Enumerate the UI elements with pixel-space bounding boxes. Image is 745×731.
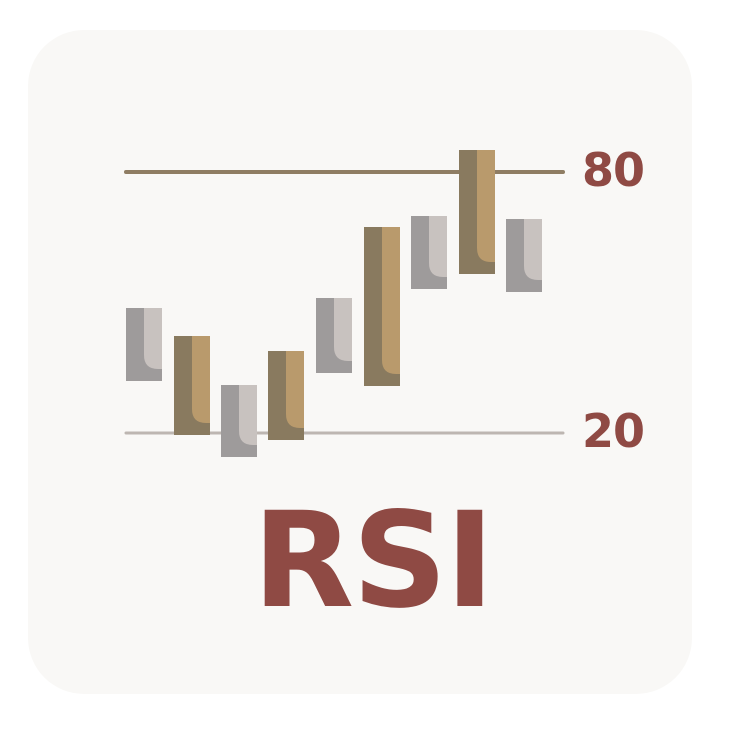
- bullish-candle: [364, 227, 400, 386]
- bearish-candle: [411, 216, 447, 289]
- candle-highlight: [524, 219, 542, 280]
- candle-highlight: [382, 227, 400, 374]
- overbought-level-label: 80: [582, 143, 645, 197]
- bullish-candle: [174, 336, 210, 435]
- bearish-candle: [221, 385, 257, 457]
- candle-highlight: [239, 385, 257, 445]
- bearish-candle: [506, 219, 542, 292]
- bullish-candle: [268, 351, 304, 440]
- candle-highlight: [429, 216, 447, 277]
- candle-highlight: [334, 298, 352, 361]
- oversold-level-label: 20: [582, 404, 645, 458]
- bearish-candle: [126, 308, 162, 381]
- candle-highlight: [477, 150, 495, 262]
- indicator-title: RSI: [252, 484, 495, 638]
- candle-highlight: [144, 308, 162, 369]
- candle-highlight: [286, 351, 304, 428]
- bullish-candle: [459, 150, 495, 274]
- candlesticks: [126, 150, 542, 457]
- bearish-candle: [316, 298, 352, 373]
- candle-highlight: [192, 336, 210, 423]
